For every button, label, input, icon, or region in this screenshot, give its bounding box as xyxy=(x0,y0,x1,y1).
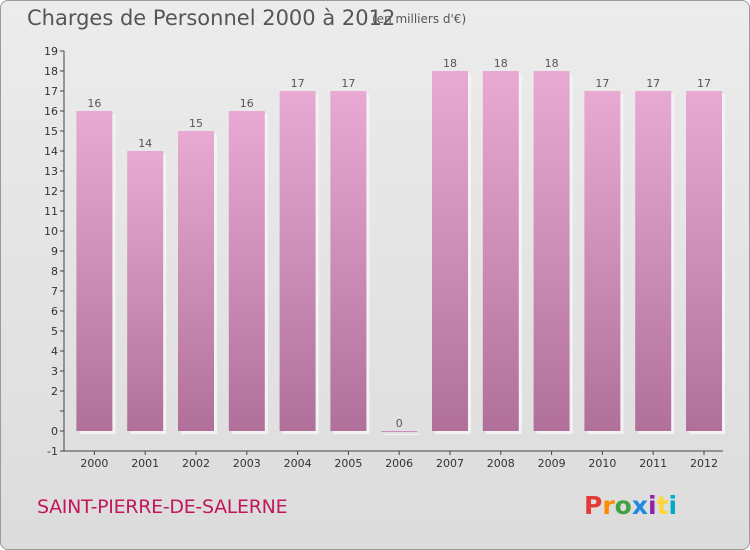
y-tick-label: 10 xyxy=(44,225,58,238)
bar-2004 xyxy=(279,91,316,431)
data-label-2005: 17 xyxy=(341,77,355,90)
data-label-2009: 18 xyxy=(545,57,559,70)
x-tick-label-2002: 2002 xyxy=(182,457,210,470)
logo-letter: x xyxy=(631,491,648,520)
bar-2012 xyxy=(686,91,722,431)
bar-2003 xyxy=(228,111,265,431)
y-tick-label: 0 xyxy=(51,425,58,438)
y-tick-label: 5 xyxy=(51,325,58,338)
bar-2006 xyxy=(381,431,418,432)
logo-letter: i xyxy=(648,491,657,520)
chart-title: Charges de Personnel 2000 à 2012 xyxy=(27,6,396,30)
data-label-2004: 17 xyxy=(291,77,305,90)
y-tick-label: 9 xyxy=(51,245,58,258)
data-label-2011: 17 xyxy=(646,77,660,90)
y-tick-label: 6 xyxy=(51,305,58,318)
y-tick-label: 18 xyxy=(44,65,58,78)
x-tick-label-2007: 2007 xyxy=(436,457,464,470)
bar-2007 xyxy=(432,71,468,431)
bar-2010 xyxy=(584,91,621,431)
x-tick-label-2008: 2008 xyxy=(487,457,515,470)
x-tick-label-2000: 2000 xyxy=(80,457,108,470)
x-tick-label-2011: 2011 xyxy=(639,457,667,470)
x-tick-label-2009: 2009 xyxy=(538,457,566,470)
bar-2002 xyxy=(178,131,214,431)
data-label-2002: 15 xyxy=(189,117,203,130)
y-tick-label: 16 xyxy=(44,105,58,118)
bar-2011 xyxy=(635,91,672,431)
x-tick-label-2005: 2005 xyxy=(334,457,362,470)
data-label-2001: 14 xyxy=(138,137,152,150)
x-tick-label-2003: 2003 xyxy=(233,457,261,470)
logo-letter: r xyxy=(602,491,615,520)
x-tick-label-2012: 2012 xyxy=(690,457,718,470)
bar-2009 xyxy=(533,71,570,431)
y-tick-label: 13 xyxy=(44,165,58,178)
logo-letter: t xyxy=(656,491,669,520)
data-label-2010: 17 xyxy=(595,77,609,90)
y-tick-label: 12 xyxy=(44,185,58,198)
data-label-2008: 18 xyxy=(494,57,508,70)
y-tick-label: 14 xyxy=(44,145,58,158)
data-label-2012: 17 xyxy=(697,77,711,90)
y-tick-label: -1 xyxy=(47,445,58,458)
bar-2008 xyxy=(482,71,519,431)
logo-letter: P xyxy=(584,491,603,520)
x-tick-label-2006: 2006 xyxy=(385,457,413,470)
data-label-2006: 0 xyxy=(396,417,403,430)
commune-name: SAINT-PIERRE-DE-SALERNE xyxy=(37,496,288,518)
y-tick-label: 8 xyxy=(51,265,58,278)
y-tick-label: 19 xyxy=(44,45,58,58)
logo-letter: o xyxy=(614,491,632,520)
data-label-2003: 16 xyxy=(240,97,254,110)
bar-2005 xyxy=(330,91,367,431)
y-tick-label: 17 xyxy=(44,85,58,98)
bar-shadow xyxy=(384,434,421,435)
y-tick-label: 3 xyxy=(51,365,58,378)
y-tick-label: 7 xyxy=(51,285,58,298)
x-tick-label-2004: 2004 xyxy=(284,457,312,470)
bar-2000 xyxy=(76,111,113,431)
proxiti-logo: Proxiti xyxy=(584,491,677,520)
x-tick-label-2010: 2010 xyxy=(588,457,616,470)
y-tick-label: 2 xyxy=(51,385,58,398)
bar-2001 xyxy=(127,151,164,431)
y-tick-label: 11 xyxy=(44,205,58,218)
data-label-2000: 16 xyxy=(87,97,101,110)
y-tick-label: 4 xyxy=(51,345,58,358)
x-tick-label-2001: 2001 xyxy=(131,457,159,470)
chart-subtitle: (en milliers d'€) xyxy=(372,12,467,26)
logo-letter: i xyxy=(668,491,678,520)
y-tick-label: 15 xyxy=(44,125,58,138)
data-label-2007: 18 xyxy=(443,57,457,70)
